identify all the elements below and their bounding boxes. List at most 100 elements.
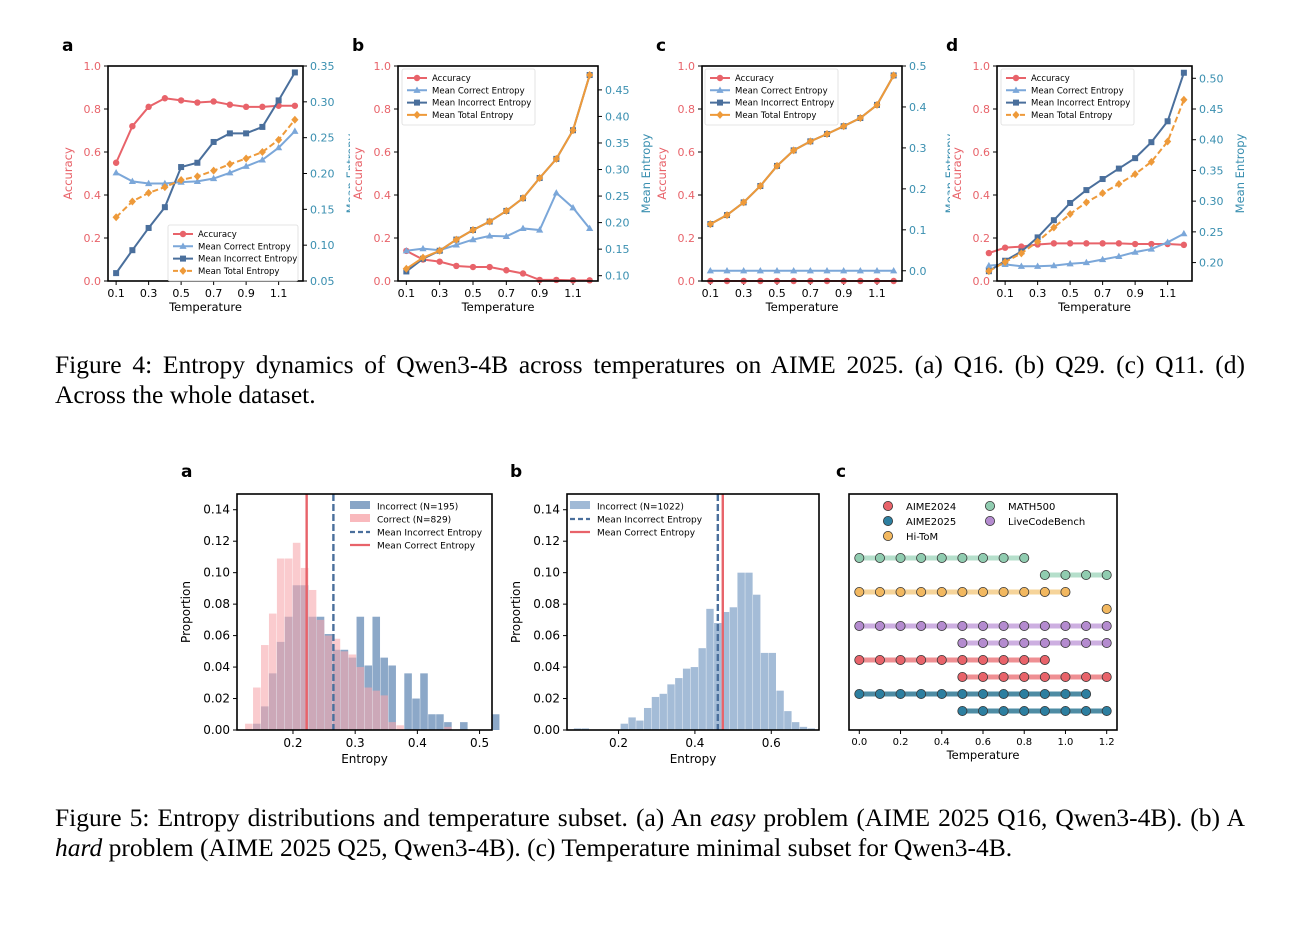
temperature-point (895, 587, 906, 598)
data-point (1115, 179, 1123, 188)
histogram-bar (799, 726, 808, 730)
histogram-bar (428, 714, 436, 730)
temperature-point (916, 654, 927, 665)
temperature-point (998, 587, 1009, 598)
y-tick-label-right: 0.30 (1199, 195, 1224, 208)
data-point (1050, 261, 1058, 269)
y-tick-label-left: 0.0 (678, 275, 696, 288)
y-tick-label: 0.04 (203, 660, 230, 674)
y-tick-label-right: 0.30 (310, 96, 335, 109)
fig4b-chart: 0.0 0.2 0.4 0.6 0.8 1.0 0.10 0.15 0.20 0.25 0.30 0.… (351, 60, 653, 314)
fig5b-chart: 0.00 0.02 0.04 0.06 0.08 0.10 0.12 0.14 0.2 0.4 0.… (509, 493, 820, 766)
temperature-point (936, 620, 947, 631)
legend-label: Mean Incorrect Entropy (735, 99, 834, 109)
data-point (1083, 187, 1090, 194)
legend-marker (1013, 99, 1019, 106)
histogram-bar (245, 723, 253, 730)
legend-label: Mean Total Entropy (432, 111, 513, 121)
histogram-bar (636, 720, 644, 730)
legend-marker (179, 230, 187, 238)
y-tick-label: 0.10 (533, 566, 560, 580)
series-mean-total-entropy (706, 71, 898, 229)
data-point (419, 253, 427, 262)
temperature-point (977, 637, 988, 648)
histogram-bar (444, 726, 452, 730)
x-tick-label: 0.5 (172, 287, 190, 300)
series-mean-correct-entropy (706, 266, 898, 274)
data-point (806, 266, 814, 274)
temperature-point (1081, 620, 1092, 631)
histogram-bar (753, 594, 761, 730)
temperature-point (1019, 705, 1030, 716)
temperature-row-math500 (854, 553, 1030, 564)
temperature-point (957, 671, 968, 682)
temperature-point (998, 553, 1009, 564)
plot-frame (848, 493, 1118, 731)
temperature-point (874, 553, 885, 564)
data-point (112, 168, 120, 176)
y-tick-label-right: 0.45 (605, 84, 630, 97)
data-point (259, 103, 266, 111)
data-point (291, 102, 299, 109)
data-point (723, 266, 731, 274)
legend-patch (570, 501, 590, 509)
temperature-point (998, 705, 1009, 716)
data-point (178, 164, 185, 171)
temperature-point (895, 620, 906, 631)
data-point (1001, 244, 1009, 251)
data-point (502, 232, 510, 240)
histogram-bar (396, 725, 404, 730)
data-point (706, 266, 714, 274)
histogram-bar (491, 714, 500, 730)
legend-label: Mean Correct Entropy (377, 542, 476, 552)
x-tick-label: 0.1 (702, 287, 720, 300)
legend-patch (350, 514, 370, 522)
legend-label: AIME2024 (906, 502, 956, 513)
legend: Accuracy Mean Correct Entropy Mean Incorre… (1000, 68, 1135, 126)
temperature-point (977, 587, 988, 598)
series-line (709, 74, 895, 225)
histogram-bar (682, 668, 691, 730)
temperature-point (1039, 637, 1050, 648)
x-tick-label: 0.7 (205, 287, 223, 300)
temperature-point (1060, 587, 1071, 598)
legend-label: Mean Total Entropy (1031, 111, 1112, 121)
series-line (405, 74, 591, 270)
data-point (436, 258, 443, 265)
y-tick-label-right: 0.45 (1199, 103, 1224, 116)
histogram-bar (651, 696, 660, 730)
data-point (985, 249, 993, 257)
temperature-point (895, 553, 906, 564)
histogram-bar (460, 722, 468, 730)
histogram-bar (372, 690, 381, 730)
histogram-bar (444, 722, 452, 730)
temperature-point (1060, 570, 1071, 581)
data-point (210, 174, 218, 182)
legend-box (1000, 68, 1135, 126)
legend-box (167, 224, 299, 282)
legend-label: Hi-ToM (906, 532, 938, 543)
legend-marker (717, 99, 723, 106)
legend-marker (414, 99, 420, 106)
temperature-point (1101, 604, 1112, 615)
data-point (723, 211, 731, 220)
temperature-point (1019, 654, 1030, 665)
data-point (823, 266, 831, 274)
data-point (1082, 198, 1090, 207)
data-point (519, 270, 527, 277)
data-point (258, 156, 266, 163)
legend-label: Mean Correct Entropy (735, 86, 828, 96)
data-point (112, 213, 120, 222)
data-point (756, 266, 764, 274)
data-point (1050, 240, 1058, 247)
temperature-point (998, 637, 1009, 648)
legend-box (704, 68, 839, 126)
y-tick-label-left: 0.0 (973, 275, 991, 288)
x-tick-label: 0.5 (1061, 287, 1079, 300)
caption-emphasis-hard: hard (55, 833, 103, 862)
data-point (1131, 248, 1139, 255)
data-point (1099, 189, 1107, 198)
caption-text: problem (AIME 2025 Q16, Qwen3-4B). (b) A (755, 803, 1245, 832)
y-tick-label-right: 0.15 (605, 243, 630, 256)
y-tick-label-right: 0.25 (310, 132, 335, 145)
